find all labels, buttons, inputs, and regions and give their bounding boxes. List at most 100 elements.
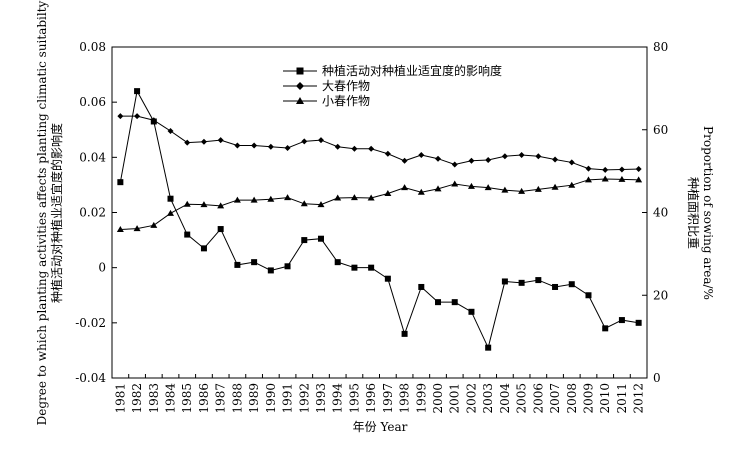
- x-tick-label: 1982: [130, 383, 144, 414]
- left-tick-label: 0.04: [79, 150, 106, 164]
- data-point-square: [401, 330, 408, 337]
- left-tick-label: -0.04: [75, 371, 106, 385]
- data-point-diamond: [468, 157, 475, 164]
- data-point-triangle: [150, 221, 158, 228]
- data-point-square: [267, 267, 274, 274]
- data-point-square: [200, 245, 207, 252]
- data-point-triangle: [116, 225, 124, 232]
- data-point-triangle: [401, 184, 409, 191]
- data-point-triangle: [384, 189, 392, 196]
- x-tick-label: 2009: [581, 383, 595, 414]
- data-point-diamond: [552, 156, 559, 163]
- data-point-triangle: [551, 183, 559, 190]
- data-point-triangle: [618, 175, 626, 182]
- x-tick-label: 2011: [615, 383, 629, 414]
- x-tick-label: 1987: [214, 383, 228, 414]
- legend-label-influence: 种植活动对种植业适宜度的影响度: [322, 63, 502, 78]
- left-axis-title-en: Degree to which planting activities affe…: [35, 0, 49, 425]
- x-tick-label: 1985: [180, 383, 194, 414]
- data-point-triangle: [183, 200, 191, 207]
- right-tick-label: 40: [653, 206, 668, 220]
- data-point-diamond: [351, 145, 358, 152]
- data-point-diamond: [418, 151, 425, 158]
- data-point-square: [585, 292, 592, 299]
- data-point-diamond: [317, 137, 324, 144]
- series-line-2: [120, 178, 639, 230]
- data-point-diamond: [284, 144, 291, 151]
- data-point-square: [552, 283, 559, 290]
- legend-item-dachun: 大春作物: [283, 79, 370, 93]
- right-tick-label: 0: [653, 371, 661, 385]
- data-point-square: [468, 308, 475, 315]
- data-point-triangle: [200, 201, 208, 208]
- data-point-diamond: [401, 157, 408, 164]
- x-tick-label: 1981: [113, 383, 127, 414]
- data-point-diamond: [368, 145, 375, 152]
- data-point-square: [334, 259, 341, 266]
- data-point-square: [251, 259, 258, 266]
- data-point-square: [368, 264, 375, 271]
- data-point-diamond: [134, 113, 141, 120]
- x-tick-label: 2012: [632, 383, 646, 414]
- data-point-triangle: [518, 187, 526, 194]
- right-tick-label: 80: [653, 40, 668, 54]
- data-point-square: [501, 278, 508, 285]
- data-point-diamond: [150, 117, 157, 124]
- data-point-triangle: [434, 185, 442, 192]
- data-point-diamond: [435, 155, 442, 162]
- data-point-diamond: [117, 113, 124, 120]
- x-tick-label: 2010: [598, 383, 612, 414]
- data-point-triangle: [534, 185, 542, 192]
- data-point-diamond: [334, 143, 341, 150]
- right-axis-title-en: Proportion of sowing area/%: [701, 126, 715, 300]
- data-point-diamond: [384, 150, 391, 157]
- data-point-diamond: [501, 153, 508, 160]
- right-tick-label: 60: [653, 123, 668, 137]
- data-point-triangle: [317, 201, 325, 208]
- data-point-square: [602, 325, 609, 332]
- data-point-square: [284, 263, 291, 270]
- data-point-square: [117, 179, 124, 186]
- legend-square-marker: [296, 67, 304, 75]
- x-axis: 1981 1982 1983 1984 1985 1986 1987 1988 1989 1990…: [111, 374, 648, 414]
- data-point-diamond: [234, 142, 241, 149]
- data-point-diamond: [602, 166, 609, 173]
- data-point-diamond: [217, 137, 224, 144]
- x-tick-label: 1995: [347, 383, 361, 414]
- data-point-diamond: [200, 138, 207, 145]
- data-point-square: [418, 283, 425, 290]
- data-point-triangle: [601, 175, 609, 182]
- legend-item-xiaochun: 小春作物: [283, 94, 370, 108]
- x-tick-label: 2006: [531, 383, 545, 414]
- x-tick-label: 1991: [281, 383, 295, 414]
- data-point-triangle: [367, 194, 375, 201]
- data-point-triangle: [635, 176, 643, 183]
- legend-item-influence: 种植活动对种植业适宜度的影响度: [283, 63, 502, 78]
- data-point-square: [167, 195, 174, 202]
- x-tick-label: 1996: [364, 383, 378, 414]
- left-axis: 0.08 0.06 0.04 0.02 0 -0.02 -0.04: [75, 40, 117, 385]
- data-point-square: [234, 261, 241, 268]
- x-tick-label: 1997: [381, 383, 395, 414]
- legend: 种植活动对种植业适宜度的影响度 大春作物 小春作物: [283, 63, 502, 108]
- data-point-square: [301, 237, 308, 244]
- data-point-diamond: [485, 156, 492, 163]
- x-tick-label: 2008: [565, 383, 579, 414]
- right-tick-label: 20: [653, 288, 668, 302]
- data-point-triangle: [217, 202, 225, 209]
- data-point-square: [184, 231, 191, 238]
- data-point-triangle: [300, 200, 308, 207]
- data-point-square: [518, 279, 525, 286]
- x-tick-label: 2002: [464, 383, 478, 414]
- data-point-triangle: [417, 188, 425, 195]
- data-point-triangle: [334, 194, 342, 201]
- left-tick-label: 0.02: [79, 206, 106, 220]
- x-tick-label: 1994: [331, 383, 345, 414]
- data-point-diamond: [585, 165, 592, 172]
- data-point-square: [134, 88, 141, 95]
- x-tick-label: 2001: [448, 383, 462, 414]
- x-tick-label: 1984: [164, 383, 178, 414]
- plot-frame: [111, 46, 648, 379]
- data-point-triangle: [133, 225, 141, 232]
- data-point-diamond: [184, 139, 191, 146]
